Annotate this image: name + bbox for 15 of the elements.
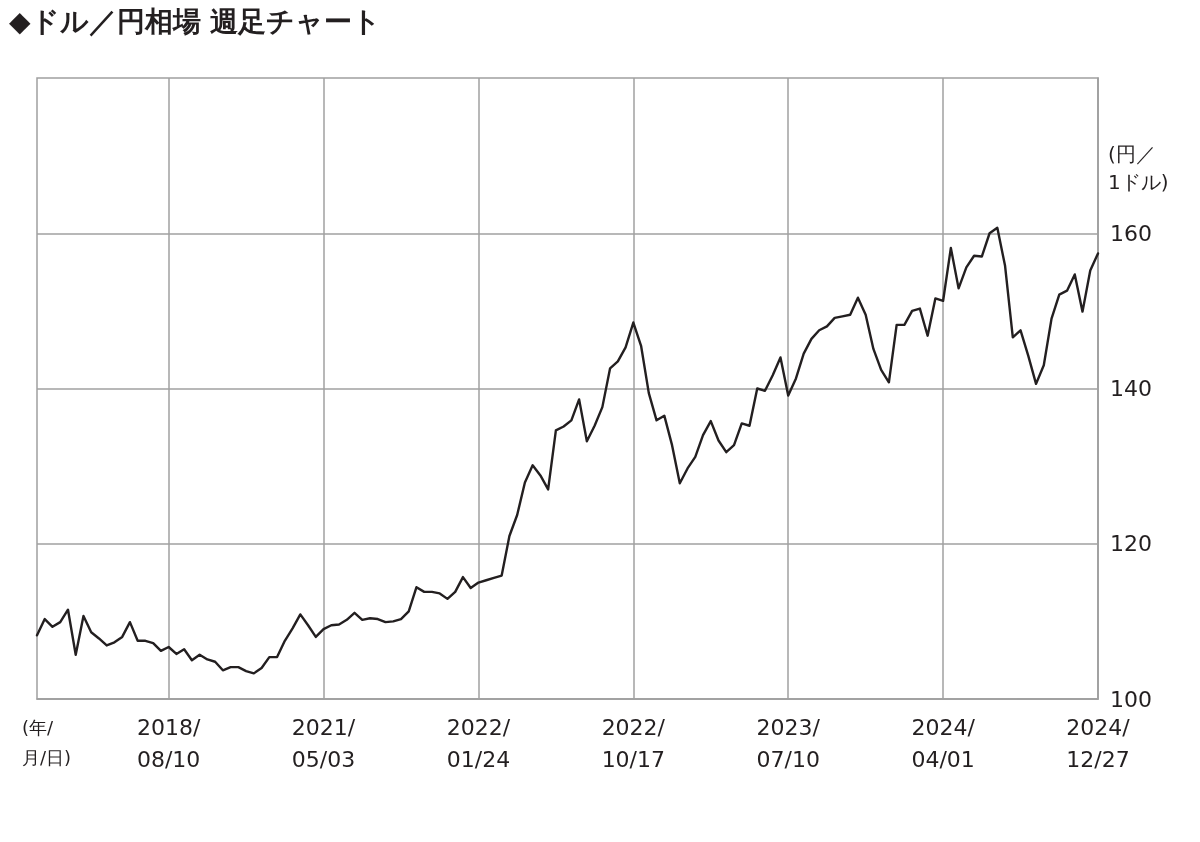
x-axis-title: (年/ 月/日) — [22, 716, 72, 768]
x-tick-label: 2022/ 10/17 — [601, 714, 666, 772]
chart-title: ◆ドル／円相場 週足チャート — [9, 4, 382, 38]
x-tick-label: 2023/ 07/10 — [756, 714, 821, 772]
x-tick-label: 2021/ 05/03 — [291, 714, 356, 772]
y-tick-label: 160 — [1110, 220, 1152, 246]
x-tick-label: 2022/ 01/24 — [446, 714, 511, 772]
y-axis-title: (円／ 1ドル) — [1108, 142, 1169, 194]
y-tick-label: 120 — [1110, 531, 1152, 557]
y-tick-label: 100 — [1110, 686, 1152, 712]
x-tick-label: 2018/ 08/10 — [136, 714, 201, 772]
y-tick-label: 140 — [1110, 376, 1152, 401]
line-series — [35, 226, 1100, 675]
x-tick-label: 2024/ 12/27 — [1066, 714, 1131, 772]
x-tick-label: 2024/ 04/01 — [911, 714, 976, 772]
